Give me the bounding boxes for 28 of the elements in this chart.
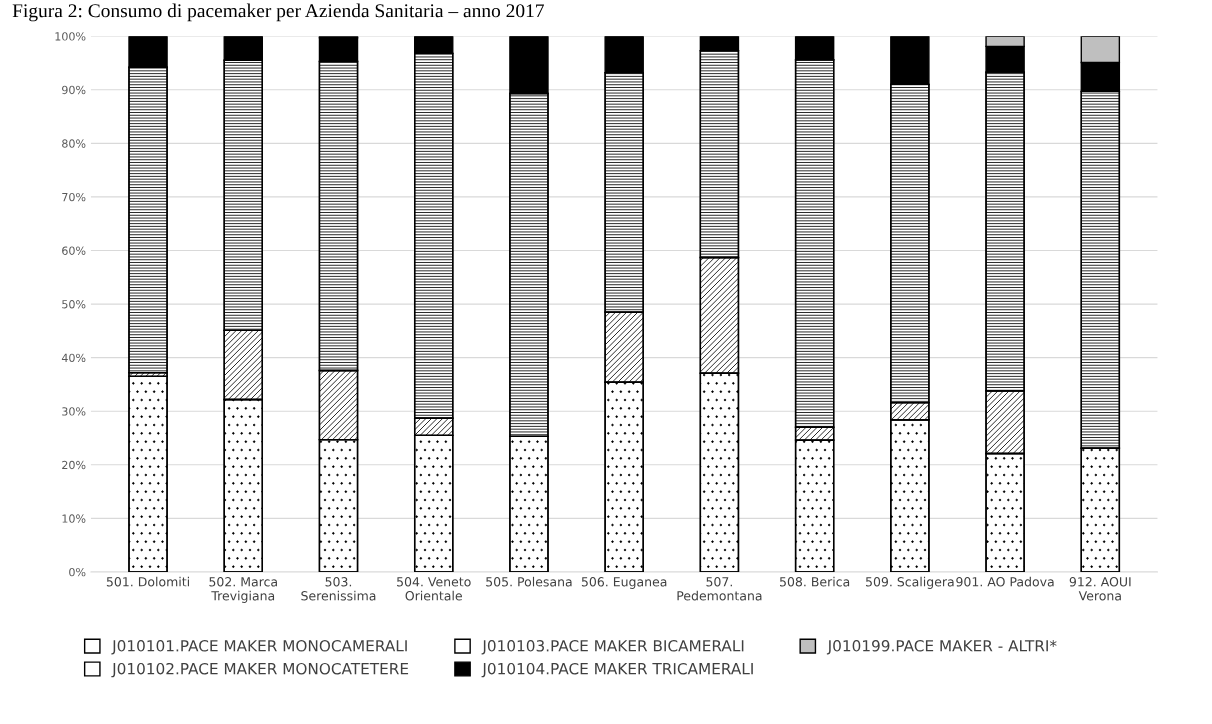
x-tick-label: 508. Berica [779, 576, 850, 587]
legend-label: J010103.PACE MAKER BICAMERALI [481, 640, 744, 655]
chart-title: Figura 2: Consumo di pacemaker per Azienda Sanitaria – anno 2017 [12, 3, 544, 22]
y-tick-label: 40% [61, 353, 86, 363]
x-tick-label: 507. Pedemontana [677, 577, 762, 601]
x-tick-label: 503. Serenissima [301, 577, 376, 601]
legend-label: J010102.PACE MAKER MONOCATETERE [111, 662, 409, 678]
legend-label: J010101.PACE MAKER MONOCAMERALI [111, 640, 407, 655]
y-tick-label: 0% [69, 567, 86, 577]
x-tick-label: 506. Euganea [581, 577, 667, 589]
x-tick-label: 502. Marca Trevigiana [209, 577, 277, 603]
x-tick-label: 509. Scaligera [866, 576, 954, 589]
y-tick-label: 60% [62, 246, 86, 255]
y-tick-label: 70% [62, 192, 86, 202]
x-tick-label: 912. AOUI Verona [1069, 577, 1131, 601]
y-tick-label: 30% [62, 407, 86, 416]
y-tick-label: 20% [62, 460, 86, 470]
x-tick-label: 501. Dolomiti [106, 576, 189, 587]
y-tick-label: 10% [62, 514, 86, 523]
x-tick-label: 505. Polesana [486, 576, 572, 587]
y-tick-label: 100% [55, 32, 86, 41]
legend-label: J010104.PACE MAKER TRICAMERALI [481, 662, 753, 678]
x-tick-label: 504. Veneto Orientale [397, 577, 471, 601]
x-tick-label: 901. AO Padova [956, 576, 1054, 587]
y-tick-label: 80% [62, 139, 86, 148]
y-tick-label: 90% [62, 85, 86, 95]
y-tick-label: 50% [62, 300, 86, 309]
legend-label: J010199.PACE MAKER - ALTRI* [826, 640, 1057, 655]
